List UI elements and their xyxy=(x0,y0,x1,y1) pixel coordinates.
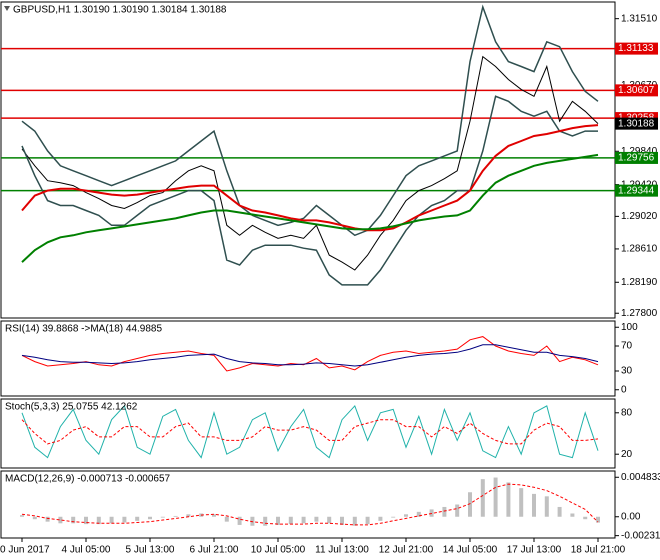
y-tick-label: 30 xyxy=(621,366,633,377)
panel-title: Stoch(5,3,3) 25.0755 42.1262 xyxy=(5,402,138,413)
panel-frame xyxy=(0,470,616,539)
x-tick-label: 18 Jul 21:00 xyxy=(571,545,626,556)
price-label: 1.30188 xyxy=(618,118,655,129)
y-tick-label: 80 xyxy=(621,407,633,418)
macd-bar xyxy=(442,506,447,517)
macd-bar xyxy=(327,516,332,524)
macd-bar xyxy=(416,511,421,517)
macd-bar xyxy=(32,516,37,520)
y-tick-label: 1.31510 xyxy=(621,13,658,24)
macd-bar xyxy=(352,516,357,526)
macd-bar xyxy=(276,516,280,525)
title-icon xyxy=(4,6,10,11)
macd-bar xyxy=(186,514,191,517)
macd-bar xyxy=(532,493,536,517)
y-tick-label: 100 xyxy=(621,322,638,333)
macd-bar xyxy=(96,516,101,525)
level-label: 1.29344 xyxy=(618,185,655,196)
macd-bar xyxy=(378,516,383,521)
x-tick-label: 14 Jul 05:00 xyxy=(443,545,498,556)
panel-title: MACD(12,26,9) -0.000713 -0.000657 xyxy=(5,474,171,485)
series-line xyxy=(21,153,599,263)
price-tag xyxy=(615,117,658,130)
panel-title: GBPUSD,H1 1.30190 1.30190 1.30184 1.3018… xyxy=(13,5,227,16)
series-line xyxy=(21,124,599,232)
level-tag xyxy=(615,84,658,97)
macd-bar xyxy=(109,516,114,524)
series-line xyxy=(21,4,599,237)
series-line xyxy=(21,344,599,367)
macd-bar xyxy=(58,516,63,524)
y-tick-label: 1.28610 xyxy=(621,244,658,255)
level-label: 1.30607 xyxy=(618,85,655,96)
y-tick-label: -0.002312 xyxy=(621,530,660,541)
macd-bar xyxy=(557,506,562,517)
series-line xyxy=(21,55,599,271)
macd-bar xyxy=(404,514,408,517)
level-tag xyxy=(615,42,658,55)
macd-bar xyxy=(480,479,485,517)
y-tick-label: 1.29840 xyxy=(621,146,658,157)
level-label: 1.31133 xyxy=(618,43,654,54)
y-tick-label: 20 xyxy=(621,449,633,460)
macd-bar xyxy=(237,516,242,525)
y-tick-label: 1.29020 xyxy=(621,211,658,222)
macd-bar xyxy=(212,514,216,517)
macd-bar xyxy=(122,516,127,523)
series-line xyxy=(21,419,599,445)
y-tick-label: 1.28190 xyxy=(621,277,658,288)
macd-bar xyxy=(173,515,178,517)
macd-bar xyxy=(544,496,549,517)
x-tick-label: 11 Jul 13:00 xyxy=(315,545,369,556)
macd-bar xyxy=(160,516,165,518)
series-line xyxy=(21,336,599,372)
series-line xyxy=(21,483,599,526)
macd-bar xyxy=(148,516,152,520)
macd-bar xyxy=(596,516,600,523)
macd-bar xyxy=(519,488,524,517)
y-tick-label: 70 xyxy=(621,341,633,352)
macd-bar xyxy=(583,516,588,520)
macd-bar xyxy=(71,516,76,524)
macd-bar xyxy=(20,515,24,517)
panel-title: RSI(14) 39.8868 ->MA(18) 44.9885 xyxy=(5,324,162,335)
y-tick-label: 0.00 xyxy=(621,511,641,522)
y-tick-label: 0 xyxy=(621,384,627,395)
x-tick-label: 12 Jul 21:00 xyxy=(379,545,434,556)
panel-frame xyxy=(0,1,616,319)
macd-bar xyxy=(340,516,344,525)
macd-bar xyxy=(493,477,498,517)
x-tick-label: 5 Jul 13:00 xyxy=(126,545,175,556)
x-tick-label: 17 Jul 13:00 xyxy=(507,545,562,556)
macd-bar xyxy=(506,482,511,517)
series-line xyxy=(21,404,599,459)
level-tag xyxy=(615,151,658,164)
panel-frame xyxy=(0,398,616,469)
macd-bar xyxy=(570,513,575,517)
series-line xyxy=(21,95,598,286)
x-tick-label: 10 Jul 05:00 xyxy=(251,545,306,556)
level-label: 1.29756 xyxy=(618,153,655,164)
macd-bar xyxy=(84,516,88,525)
macd-bar xyxy=(391,516,396,518)
level-tag xyxy=(615,184,658,197)
x-tick-label: 4 Jul 05:00 xyxy=(62,545,111,556)
macd-bar xyxy=(455,504,460,517)
macd-bar xyxy=(365,516,370,525)
macd-bar xyxy=(263,516,268,526)
macd-bar xyxy=(45,516,50,522)
macd-bar xyxy=(224,516,229,522)
x-tick-label: 6 Jul 21:00 xyxy=(190,545,239,556)
macd-bar xyxy=(288,516,293,525)
macd-bar xyxy=(314,516,319,522)
macd-bar xyxy=(301,516,306,524)
y-tick-label: 1.27800 xyxy=(621,308,658,319)
macd-bar xyxy=(468,492,472,517)
x-tick-label: 30 Jun 2017 xyxy=(0,545,50,556)
macd-bar xyxy=(135,516,140,521)
panel-frame xyxy=(0,320,616,397)
y-tick-label: 0.004833 xyxy=(621,472,660,483)
